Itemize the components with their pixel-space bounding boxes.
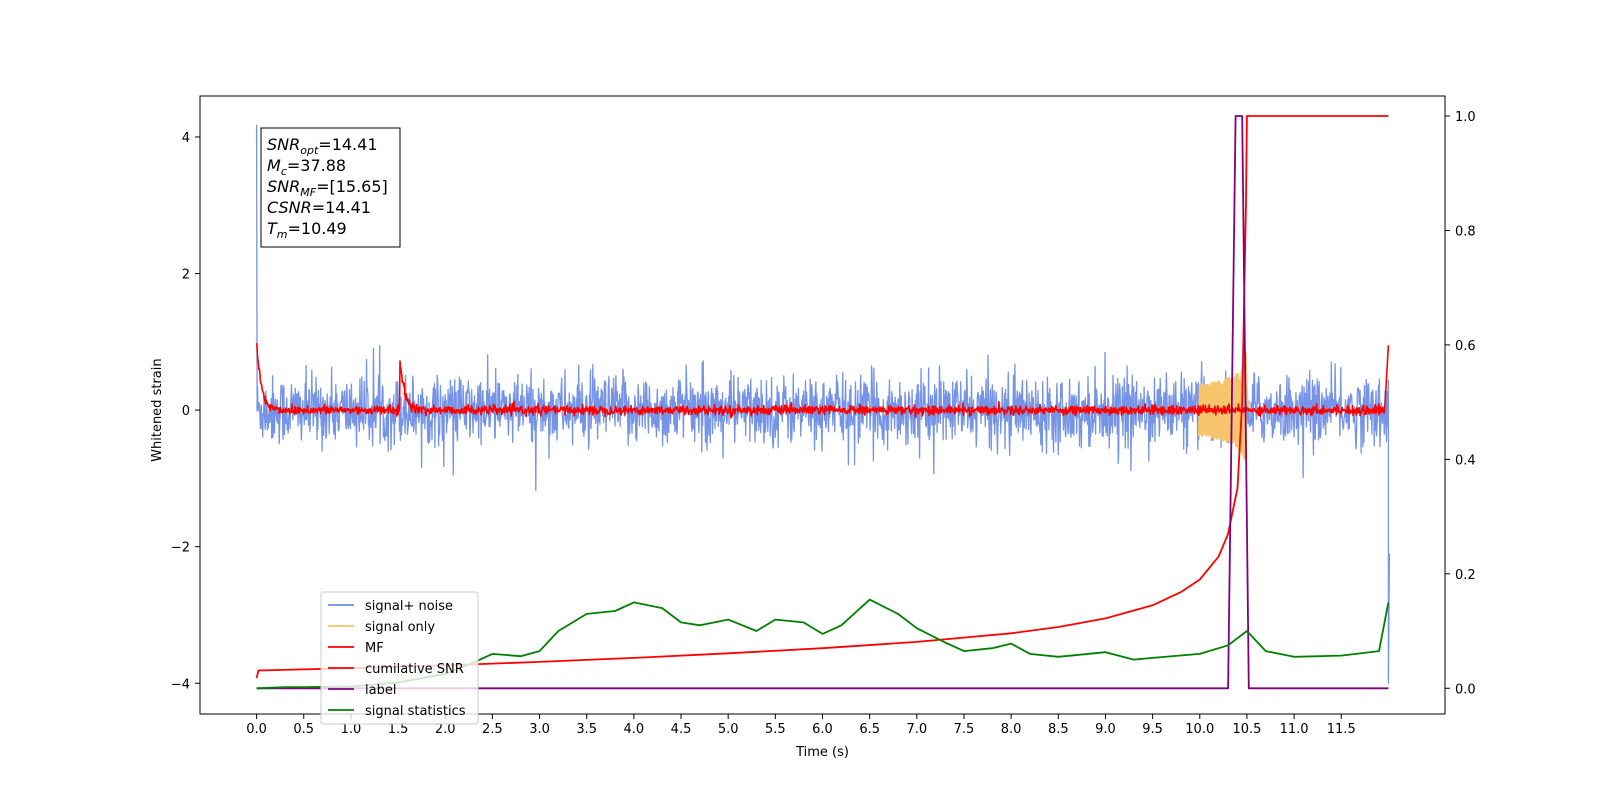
x-tick-label: 8.0 xyxy=(1001,722,1022,737)
x-tick-label: 8.5 xyxy=(1048,722,1069,737)
x-tick-label: 0.0 xyxy=(246,722,267,737)
x-tick-label: 2.5 xyxy=(482,722,503,737)
y2-tick-label: 0.2 xyxy=(1455,568,1476,583)
x-tick-label: 3.5 xyxy=(576,722,597,737)
legend-label: label xyxy=(365,683,396,698)
legend-label: signal+ noise xyxy=(365,599,453,614)
x-tick-label: 5.5 xyxy=(765,722,786,737)
series-line-4 xyxy=(256,115,1389,690)
x-tick-label: 4.0 xyxy=(624,722,645,737)
x-tick-label: 7.0 xyxy=(906,722,927,737)
x-axis-label: Time (s) xyxy=(795,745,849,760)
x-tick-label: 7.5 xyxy=(954,722,975,737)
legend: signal+ noise signal only MF cumilative SNR… xyxy=(320,591,479,725)
axes-layer: 0.0 0.5 1.0 1.5 2.0 2.5 3.0 3.5 4.0 4.5 5.0 5.5 6.0 6… xyxy=(171,95,1476,737)
legend-label: signal statistics xyxy=(365,704,466,719)
x-tick-label: 5.0 xyxy=(718,722,739,737)
x-tick-label: 6.5 xyxy=(859,722,880,737)
x-tick-label: 10.5 xyxy=(1232,722,1261,737)
series-line-3 xyxy=(255,115,1389,679)
x-tick-label: 10.0 xyxy=(1185,722,1214,737)
x-tick-label: 2.0 xyxy=(435,722,456,737)
y-tick-label: 2 xyxy=(182,268,190,283)
x-tick-label: 6.0 xyxy=(812,722,833,737)
x-tick-label: 3.0 xyxy=(529,722,550,737)
y2-tick-label: 0.4 xyxy=(1455,453,1476,468)
annotation-line: SNRopt=14.41 xyxy=(267,135,378,157)
legend-frame xyxy=(320,591,479,725)
y2-tick-label: 1.0 xyxy=(1455,110,1476,125)
y-tick-label: 0 xyxy=(182,404,190,419)
y-tick-label: −2 xyxy=(171,541,190,556)
y2-tick-label: 0.6 xyxy=(1455,339,1476,354)
annotation-line: Tm=10.49 xyxy=(267,219,347,241)
y-axis-label: Whitened strain xyxy=(150,358,165,461)
series-layer xyxy=(255,115,1391,690)
y2-tick-label: 0.0 xyxy=(1455,682,1476,697)
annotation-line: CSNR=14.41 xyxy=(267,198,371,217)
x-tick-label: 0.5 xyxy=(293,722,314,737)
y2-tick-label: 0.8 xyxy=(1455,224,1476,239)
series-line-5 xyxy=(256,598,1390,690)
x-tick-label: 9.5 xyxy=(1142,722,1163,737)
annotation-frame xyxy=(260,127,401,248)
annotation-line: SNRMF=[15.65] xyxy=(267,177,388,199)
x-tick-label: 11.5 xyxy=(1327,722,1356,737)
x-tick-label: 9.0 xyxy=(1095,722,1116,737)
series-line-2 xyxy=(255,342,1390,419)
annotation-line: Mc=37.88 xyxy=(267,156,346,178)
y-tick-label: 4 xyxy=(182,131,190,146)
x-tick-label: 1.0 xyxy=(341,722,362,737)
legend-label: cumilative SNR xyxy=(365,662,464,677)
x-tick-label: 11.0 xyxy=(1280,722,1309,737)
legend-label: signal only xyxy=(365,620,435,635)
annotation-box: SNRopt=14.41Mc=37.88SNRMF=[15.65]CSNR=14… xyxy=(260,127,401,248)
legend-label: MF xyxy=(365,641,384,656)
x-tick-label: 1.5 xyxy=(388,722,409,737)
x-tick-label: 4.5 xyxy=(671,722,692,737)
y-tick-label: −4 xyxy=(171,677,190,692)
